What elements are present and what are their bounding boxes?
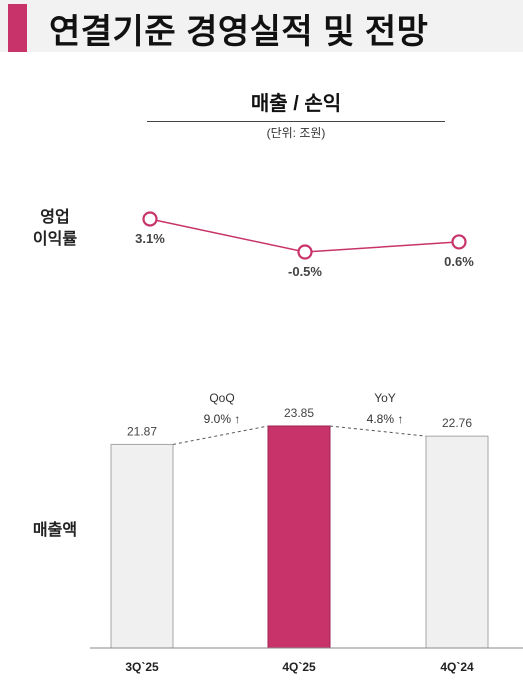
margin-point-0 (142, 211, 158, 227)
margin-point-1 (297, 244, 313, 260)
growth-annotation-title-0: QoQ (209, 391, 234, 405)
bar-connector-1 (329, 425, 427, 437)
x-tick-label-2: 4Q`24 (440, 660, 474, 674)
revenue-row-label: 매출액 (32, 522, 78, 539)
margin-value-label-1: -0.5% (288, 264, 322, 279)
operating-margin-label-line1: 영업 (40, 209, 70, 226)
growth-annotation-title-1: YoY (374, 391, 396, 405)
bar-value-label-0: 21.87 (127, 424, 157, 438)
page-title: 연결기준 경영실적 및 전망 (49, 13, 429, 51)
bar-2 (425, 435, 489, 649)
unit-label: (단위: 조원) (266, 126, 326, 140)
margin-point-2 (451, 234, 467, 250)
growth-annotation-value-1: 4.8% ↑ (367, 412, 404, 426)
bar-0 (110, 443, 174, 649)
bar-value-label-1: 23.85 (284, 406, 314, 420)
x-tick-label-0: 3Q`25 (125, 660, 159, 674)
x-tick-label-1: 4Q`25 (282, 660, 316, 674)
margin-value-label-2: 0.6% (444, 254, 474, 269)
bar-connector-0 (172, 425, 269, 445)
header-bar (0, 0, 523, 52)
section-divider (147, 121, 445, 122)
bar-value-label-2: 22.76 (442, 416, 472, 430)
growth-annotation-value-0: 9.0% ↑ (204, 412, 241, 426)
operating-margin-label-line2: 이익률 (32, 231, 78, 248)
section-title: 매출 / 손익 (250, 93, 342, 115)
bar-1 (267, 425, 331, 649)
margin-value-label-0: 3.1% (135, 231, 165, 246)
operating-margin-row-label: 영업 이익률 (20, 207, 90, 251)
header-accent-bar (8, 4, 27, 52)
